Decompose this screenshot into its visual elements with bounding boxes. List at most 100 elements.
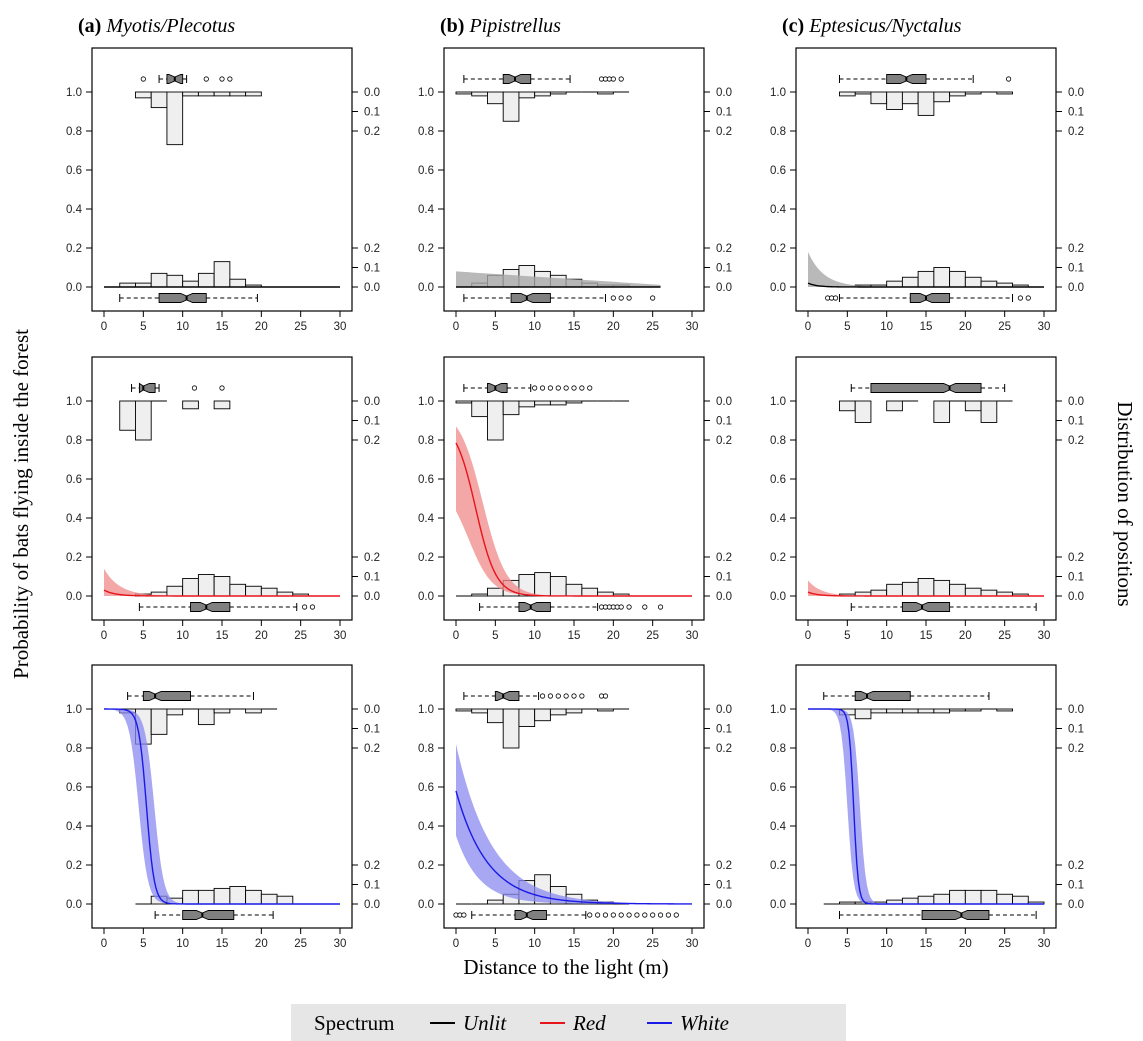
x-tick-label: 5: [492, 630, 498, 642]
x-tick-label: 10: [176, 630, 189, 642]
confidence-band: [104, 568, 340, 596]
x-tick-label: 10: [528, 321, 541, 333]
x-tick-label: 20: [959, 630, 972, 642]
y-tick-label: 1.0: [66, 87, 82, 99]
y-tick-label: 1.0: [770, 87, 786, 99]
y-tick-label: 0.8: [770, 743, 786, 755]
right-tick-label: 0.0: [716, 704, 732, 716]
right-tick-label: 0.2: [716, 435, 732, 447]
y-tick-label: 0.8: [418, 743, 434, 755]
histogram-bar-inside: [471, 400, 488, 418]
right-tick-label: 0.1: [716, 880, 732, 892]
column-title-a: (a) Myotis/Plecotus: [78, 15, 235, 37]
x-tick-label: 5: [492, 321, 498, 333]
x-tick-label: 30: [334, 938, 347, 950]
histogram-bar-inside: [949, 708, 966, 712]
x-tick-label: 5: [140, 938, 146, 950]
x-tick-label: 10: [880, 630, 893, 642]
y-tick-label: 1.0: [66, 396, 82, 408]
histogram-bar-inside: [565, 708, 583, 714]
y-tick-label: 0.2: [66, 243, 82, 255]
panel-frame: [795, 664, 1057, 929]
right-tick-label: 0.0: [1068, 704, 1084, 716]
right-tick-label: 0.2: [716, 552, 732, 564]
right-tick-label: 0.0: [364, 282, 380, 294]
histogram-bar-inside: [229, 91, 247, 97]
right-tick-label: 0.2: [716, 860, 732, 872]
boxplot-inside-outlier: [539, 693, 546, 699]
right-tick-label: 0.1: [716, 416, 732, 428]
histogram-bar-outside: [949, 270, 966, 288]
histogram-bar-inside: [135, 91, 152, 99]
boxplot-outside-outlier: [665, 912, 672, 918]
boxplot-outside-outlier: [1025, 295, 1031, 301]
x-tick-label: 5: [140, 630, 146, 642]
x-tick-label: 25: [998, 938, 1011, 950]
histogram-bar-inside: [166, 708, 184, 716]
histogram-bar-inside: [839, 400, 856, 412]
histogram-bar-outside: [933, 267, 951, 288]
y-tick-label: 0.4: [66, 204, 83, 216]
histogram-bar-outside: [1012, 895, 1029, 905]
histogram-bar-outside: [166, 585, 184, 597]
right-tick-label: 0.1: [1068, 263, 1084, 275]
histogram-bar-inside: [933, 708, 951, 714]
y-tick-label: 0.4: [418, 204, 435, 216]
boxplot-outside-outlier: [626, 295, 632, 301]
x-tick-label: 0: [101, 630, 107, 642]
histogram-bar-inside: [119, 400, 136, 431]
boxplot-outside-outlier: [650, 295, 656, 301]
boxplot-outside-outlier: [618, 912, 624, 918]
histogram-bar-inside: [870, 91, 888, 105]
confidence-band: [104, 709, 340, 904]
right-tick-label: 0.1: [1068, 572, 1084, 584]
histogram-bar-inside: [886, 400, 903, 412]
boxplot-outside-outlier: [832, 295, 839, 301]
boxplot-inside-outlier: [555, 385, 561, 391]
y-tick-label: 0.6: [66, 165, 82, 177]
y-tick-label: 0.0: [418, 282, 434, 294]
confidence-band: [808, 580, 1044, 596]
histogram-bar-outside: [166, 274, 184, 288]
y-tick-label: 0.8: [770, 435, 786, 447]
right-tick-label: 0.0: [1068, 899, 1084, 911]
boxplot-outside-box: [901, 602, 951, 612]
x-tick-label: 25: [646, 630, 659, 642]
boxplot-outside-box: [510, 293, 551, 303]
histogram-bar-inside: [166, 91, 184, 146]
right-tick-label: 0.2: [364, 552, 380, 564]
x-tick-label: 30: [686, 938, 699, 950]
histogram-bar-inside: [150, 708, 168, 735]
x-tick-label: 30: [1038, 938, 1051, 950]
x-tick-label: 25: [294, 630, 307, 642]
x-tick-label: 0: [805, 938, 811, 950]
legend-label-red: Red: [572, 1011, 606, 1035]
histogram-bar-outside: [933, 579, 951, 597]
y-tick-label: 0.6: [418, 782, 434, 794]
y-tick-label: 0.0: [418, 591, 434, 603]
legend-label-white: White: [680, 1011, 729, 1035]
histogram-bar-inside: [886, 91, 903, 110]
y-tick-label: 0.2: [770, 860, 786, 872]
histogram-bar-inside: [549, 400, 567, 406]
histogram-bar-outside: [197, 889, 215, 905]
histogram-bar-outside: [839, 901, 856, 905]
histogram-bar-outside: [229, 583, 247, 597]
boxplot-outside-outlier: [626, 912, 632, 918]
histogram-bar-inside: [518, 91, 536, 99]
confidence-band: [808, 251, 1044, 287]
x-tick-label: 10: [880, 321, 893, 333]
y-tick-label: 0.0: [66, 282, 82, 294]
right-tick-label: 0.1: [364, 107, 380, 119]
boxplot-outside-box: [909, 293, 951, 303]
boxplot-inside-box: [854, 691, 911, 701]
y-tick-label: 0.2: [770, 243, 786, 255]
histogram-bar-outside: [182, 578, 199, 597]
histogram-bar-inside: [245, 708, 262, 714]
histogram-bar-outside: [901, 276, 919, 288]
y-tick-label: 1.0: [66, 704, 82, 716]
confidence-band: [456, 426, 692, 596]
boxplot-inside-outlier: [547, 385, 554, 391]
x-tick-label: 0: [453, 630, 459, 642]
y-tick-label: 0.4: [66, 513, 83, 525]
